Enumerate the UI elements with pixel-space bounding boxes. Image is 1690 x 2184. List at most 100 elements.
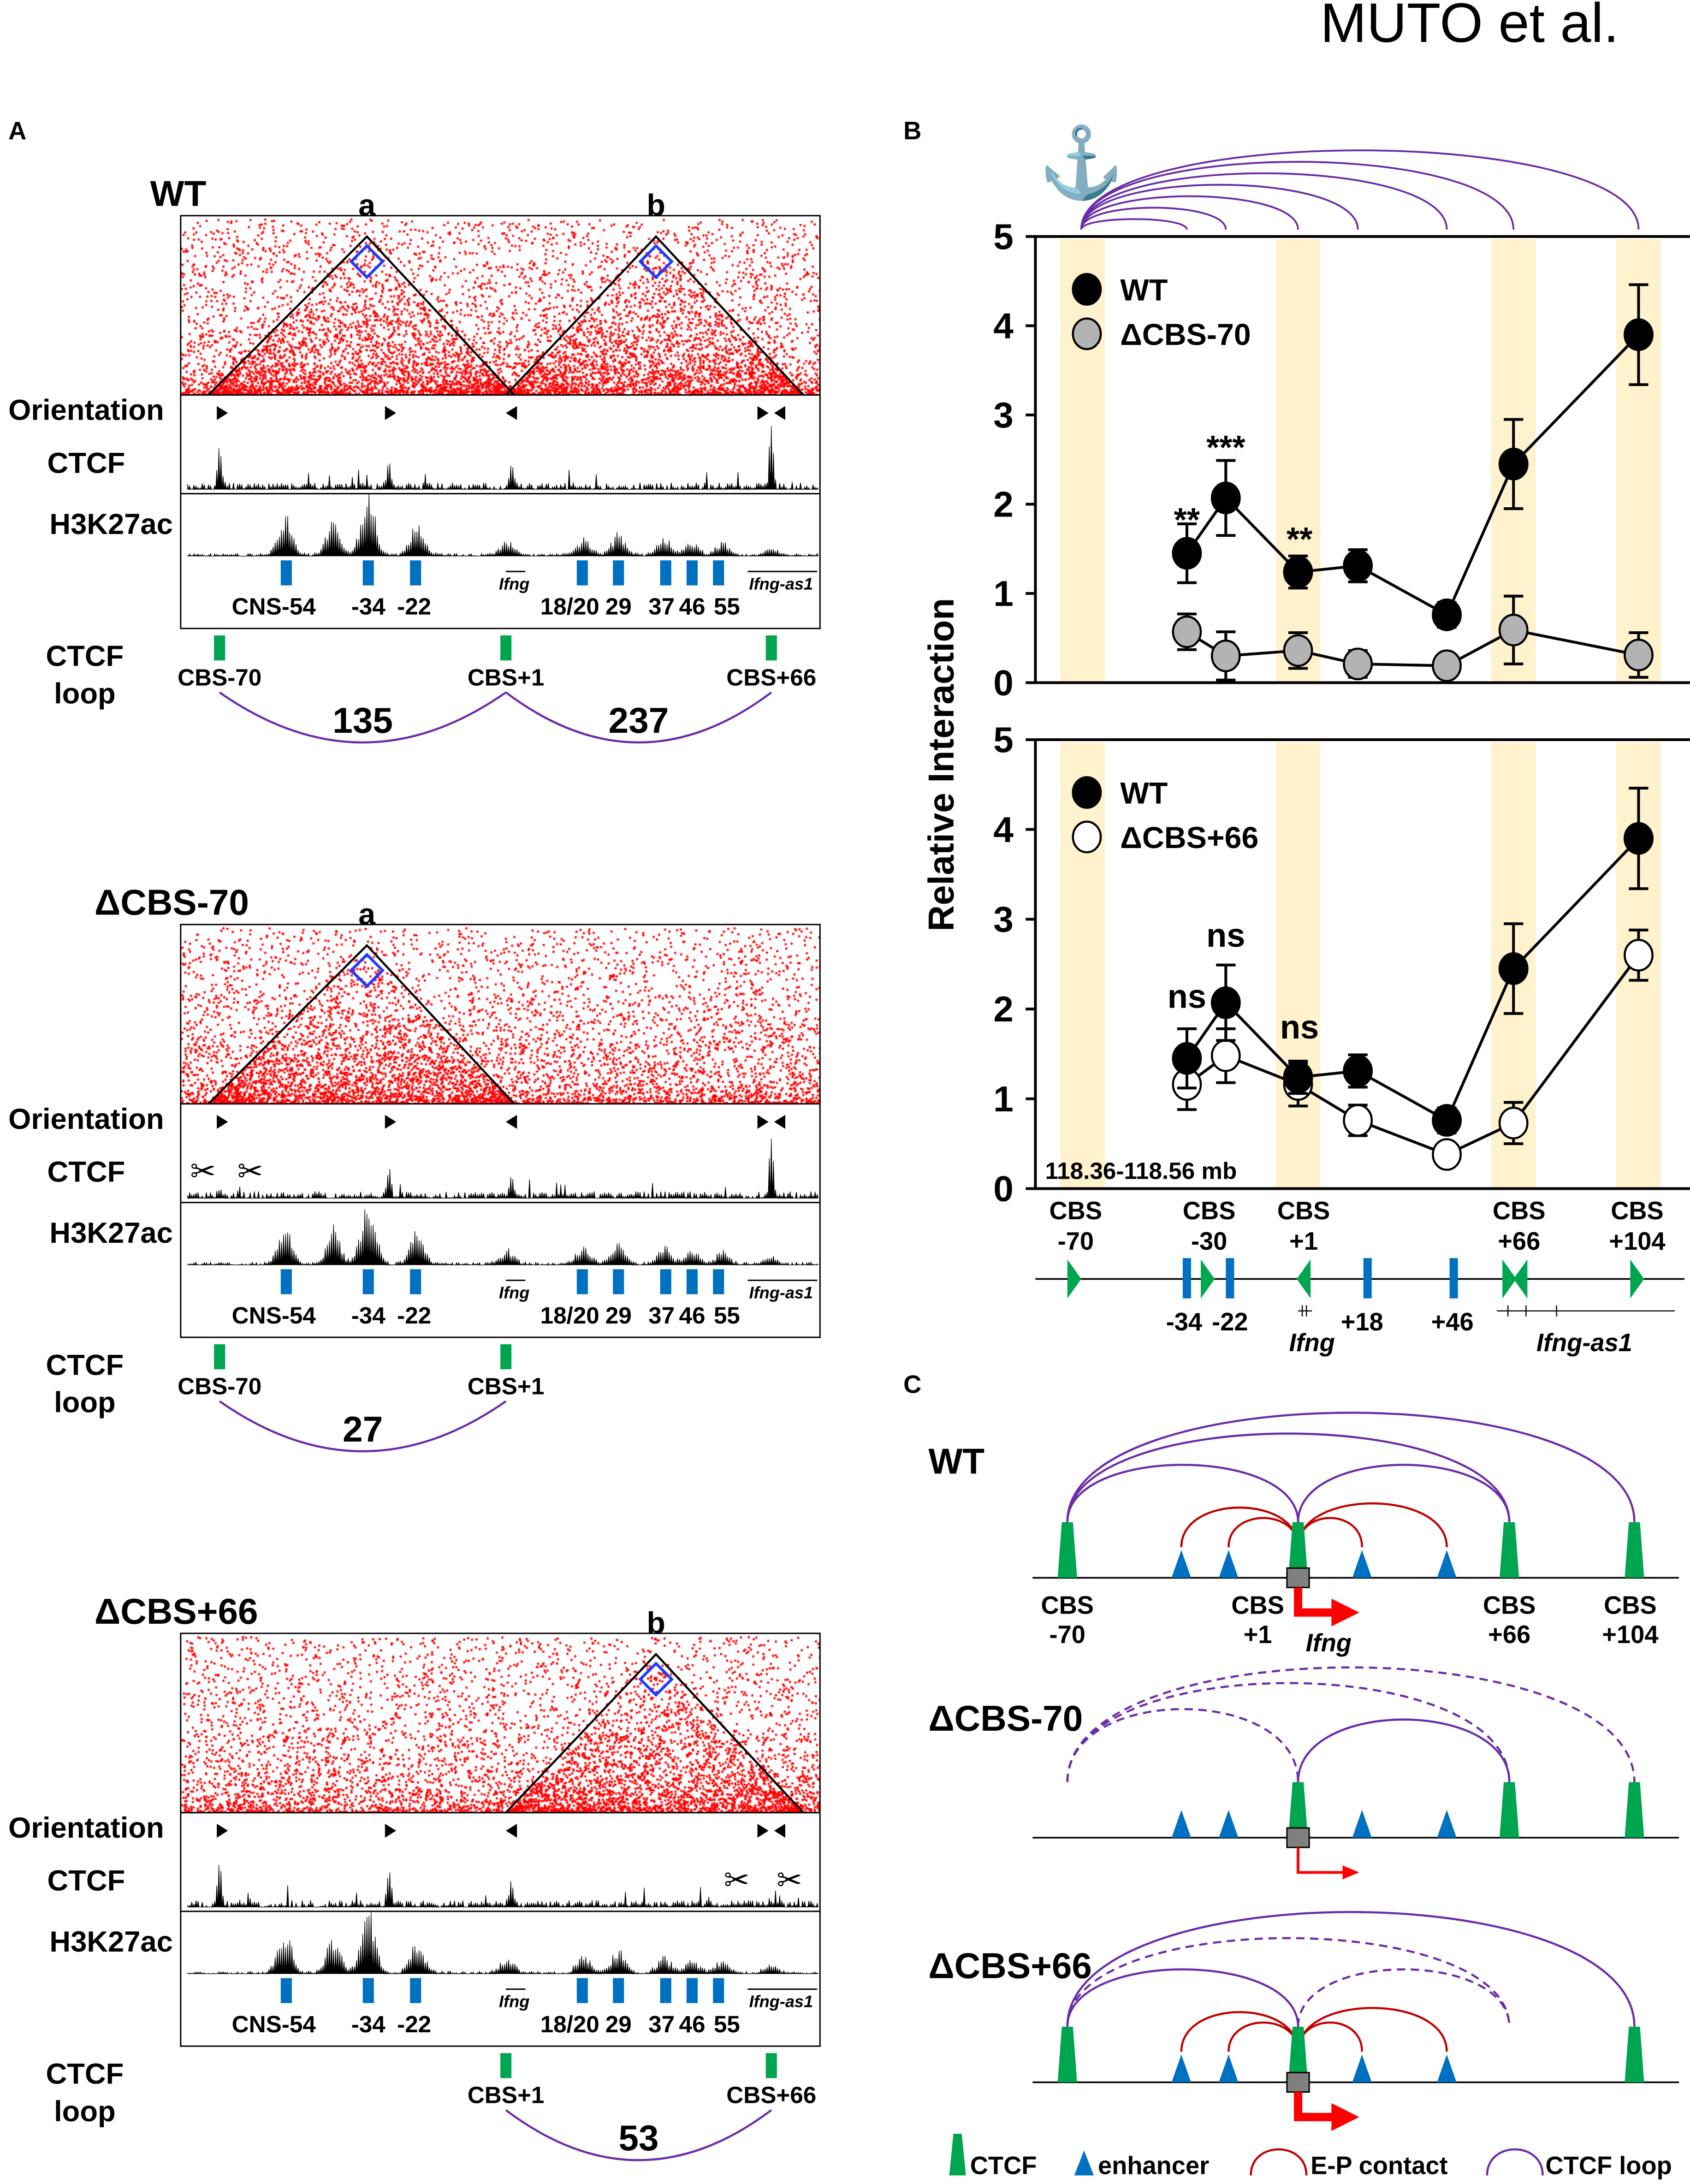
enhancer-icon [1219,2054,1239,2083]
orientation-label: Orientation [8,1103,164,1135]
ctcf-track-label: CTCF [47,447,125,479]
enhancer-bar [280,1978,292,2003]
enhancer-bar [613,560,624,586]
anchor-arc [1080,184,1359,230]
x-label: CBS [1277,1197,1330,1225]
region-label: 118.36-118.56 mb [1045,1157,1237,1184]
tad-triangle [505,235,804,396]
enhancer-label: 46 [679,593,705,620]
cbs-label: -70 [1050,1621,1085,1649]
domain-label: b [646,189,665,223]
ep-contact-arc [1297,1517,1363,1548]
left-arrow-icon [757,1115,769,1129]
enhancer-bar [713,1978,724,2003]
ep-contact-arc [1297,2006,1448,2052]
gene-label-ifng: Ifng [499,1283,529,1302]
cbs-label: +104 [1602,1621,1658,1649]
ep-contact-arc [1297,2021,1363,2052]
significance-label: ** [1174,502,1200,539]
right-arrow-icon [506,406,517,420]
authors-header: MUTO et al. [1320,0,1619,54]
enhancer-bar [280,1269,292,1294]
tad-triangle [208,235,515,396]
enhancer-icon [1352,1810,1372,1838]
series-line-0 [1186,837,1640,1122]
h3k27ac-track-label: H3K27ac [49,1926,172,1958]
anchor-arc [1080,218,1188,230]
domain-label: b [646,1606,665,1640]
enhancer-label: 37 [648,2011,675,2037]
legend-marker [1072,317,1102,350]
x-label: -70 [1058,1228,1094,1255]
ctcf-icon [1625,1522,1644,1578]
enhancer-bar [613,1269,624,1294]
loop-size-label: 27 [343,1409,383,1449]
panel-a-label: A [8,117,26,145]
loop-size-label: 237 [609,700,669,741]
anchor-arc [1080,195,1299,230]
enhancer-bar [660,1269,671,1294]
enhancer-bar [613,1978,624,2003]
ctcf-site-icon [1630,1259,1644,1299]
loop-legend-icon [1486,2148,1544,2176]
y-tick-label: 3 [993,395,1014,435]
legend-marker [1072,273,1102,306]
data-point [1343,1054,1373,1087]
enhancer-bar [1226,1258,1234,1299]
left-arrow-icon [385,1823,396,1838]
series-line-1 [1186,629,1639,667]
gene-label-ifng: Ifng [499,574,529,593]
enhancer-label: -34 [351,593,386,620]
ep-legend-icon [1250,2148,1308,2176]
anchor-arc [1080,207,1227,230]
y-tick-label: 3 [993,899,1014,939]
transcription-arrow [1297,1847,1346,1874]
arrowhead-icon [1342,1865,1359,1880]
y-tick-label: 5 [993,216,1014,257]
loop-size-label: 135 [332,700,393,741]
left-arrow-icon [217,1823,228,1838]
map-label: -34 [1166,1308,1202,1336]
data-point [1210,1039,1241,1072]
legend-label: WT [1120,777,1168,811]
y-tick-label: 2 [993,484,1014,525]
ctcf-icon [1625,2026,1644,2083]
enhancer-icon [1171,1810,1191,1838]
h3k27ac-signal [187,1911,818,1975]
lost-loop-arc [1297,1968,1511,2027]
enhancer-bar [362,1978,374,2003]
x-label: +104 [1609,1228,1665,1255]
ctcf-loop-label: CTCF [46,1349,124,1381]
ctcf-site-mark [765,635,777,661]
enhancer-label: 55 [714,593,740,620]
panel-b-label: B [903,117,921,145]
enhancer-icon [1171,2054,1191,2083]
condition-title: ΔCBS+66 [928,1945,1092,1986]
ctcf-site-mark [765,2053,777,2078]
enhancer-label: 46 [679,1302,705,1329]
data-point [1624,638,1654,671]
hic-contact-map [180,1636,820,1813]
lost-loop-arc [1066,1708,1299,1782]
anchor-icon: ⚓ [1038,123,1125,202]
diagram-2: ΔCBS+66 [928,1911,1679,2131]
arrowhead-icon [1331,1598,1359,1626]
gene-glyph [1497,1305,1675,1317]
enhancer-bar [410,1978,421,2003]
h3k27ac-signal [187,1209,818,1266]
hic-contact-map [180,218,820,395]
x-label: +66 [1498,1228,1540,1255]
enhancer-label: 55 [714,2011,740,2037]
enhancer-bar [362,1269,374,1294]
ctcf-icon [1500,1782,1519,1838]
map-label: +46 [1431,1308,1474,1336]
ctcf-signal [187,1138,819,1199]
data-point [1432,598,1462,631]
condition-title: WT [928,1441,984,1481]
y-tick-label: 2 [993,989,1014,1029]
cbs-band [1275,742,1321,1189]
legend-label: CTCF [970,2152,1037,2179]
loop-arc [219,1400,507,1453]
